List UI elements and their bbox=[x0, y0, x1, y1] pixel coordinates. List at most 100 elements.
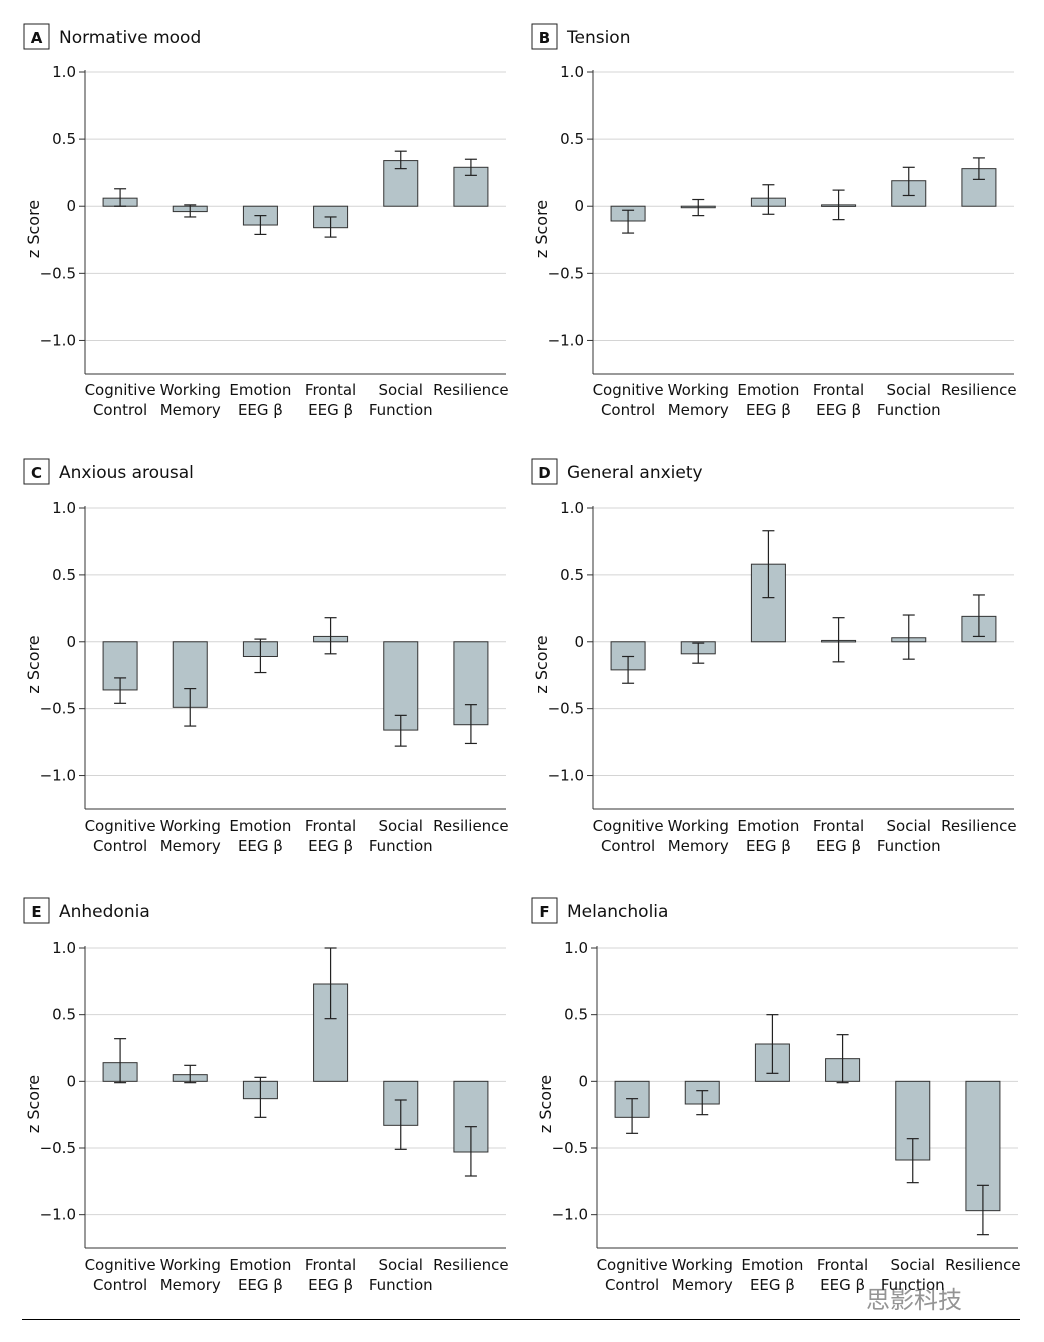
x-tick-label: Control bbox=[605, 1276, 659, 1294]
y-tick-label: −1.0 bbox=[548, 767, 584, 785]
x-tick-label: Social bbox=[887, 817, 931, 835]
chart-panel-c: C Anxious arousal 1.0 0.5 0 −0.5 −1.0 z Score Co… bbox=[23, 458, 509, 855]
x-tick-label: Cognitive bbox=[593, 381, 664, 399]
x-tick-label: Working bbox=[160, 817, 221, 835]
panel-letter-box bbox=[531, 897, 558, 924]
x-tick-label: Social bbox=[379, 381, 423, 399]
y-axis-label: z Score bbox=[24, 200, 43, 258]
y-axis-label: z Score bbox=[24, 635, 43, 693]
x-tick-label: Memory bbox=[160, 837, 221, 855]
x-tick-label: Cognitive bbox=[85, 381, 156, 399]
x-tick-label: Resilience bbox=[433, 381, 509, 399]
x-tick-label: EEG β bbox=[750, 1276, 795, 1294]
y-tick-label: −0.5 bbox=[552, 1139, 588, 1157]
y-tick-label: −0.5 bbox=[40, 700, 76, 718]
x-tick-label: Function bbox=[369, 401, 433, 419]
x-tick-label: Function bbox=[369, 1276, 433, 1294]
x-tick-label: Frontal bbox=[305, 381, 356, 399]
panel-letter: D bbox=[531, 458, 558, 485]
x-tick-label: Emotion bbox=[741, 1256, 803, 1274]
y-tick-label: 0 bbox=[66, 633, 76, 651]
panel-letter: E bbox=[23, 897, 50, 924]
x-tick-label: Working bbox=[668, 817, 729, 835]
chart-panel-a: A Normative mood 1.0 0.5 0 −0.5 −1.0 z Score Cog… bbox=[23, 23, 509, 419]
x-tick-label: Memory bbox=[668, 401, 729, 419]
panel-letter: C bbox=[23, 458, 50, 485]
x-tick-label: Cognitive bbox=[85, 817, 156, 835]
y-tick-label: −0.5 bbox=[548, 700, 584, 718]
panel-title: Anhedonia bbox=[59, 902, 150, 922]
y-tick-label: 1.0 bbox=[52, 499, 76, 517]
y-axis-label: z Score bbox=[532, 635, 551, 693]
bar bbox=[313, 983, 349, 1082]
panel-letter-text: E bbox=[31, 903, 41, 921]
panel-letter-text: D bbox=[538, 464, 550, 482]
x-tick-label: Resilience bbox=[941, 817, 1017, 835]
y-tick-label: 0 bbox=[578, 1072, 588, 1090]
y-tick-label: −1.0 bbox=[40, 767, 76, 785]
x-tick-label: Social bbox=[379, 817, 423, 835]
y-tick-label: 1.0 bbox=[560, 63, 584, 81]
x-tick-label: Emotion bbox=[737, 817, 799, 835]
x-tick-label: Memory bbox=[668, 837, 729, 855]
x-tick-label: Emotion bbox=[737, 381, 799, 399]
x-tick-label: Working bbox=[160, 381, 221, 399]
x-tick-label: Frontal bbox=[305, 817, 356, 835]
y-tick-label: −1.0 bbox=[552, 1206, 588, 1224]
x-tick-label: EEG β bbox=[816, 401, 861, 419]
panel-letter-box bbox=[23, 897, 50, 924]
panel-title: Normative mood bbox=[59, 28, 201, 48]
panel-letter-box bbox=[531, 23, 558, 50]
chart-panel-e: E Anhedonia 1.0 0.5 0 −0.5 −1.0 z Score Cognitiv… bbox=[23, 897, 509, 1294]
x-tick-label: Working bbox=[668, 381, 729, 399]
y-tick-label: 0.5 bbox=[560, 566, 584, 584]
y-axis-label: z Score bbox=[536, 1075, 555, 1133]
x-tick-label: Control bbox=[93, 837, 147, 855]
panel-letter-box bbox=[23, 23, 50, 50]
x-tick-label: EEG β bbox=[820, 1276, 865, 1294]
x-tick-label: Social bbox=[887, 381, 931, 399]
panel-letter-text: A bbox=[31, 29, 43, 47]
x-tick-label: EEG β bbox=[238, 1276, 283, 1294]
bottom-rule bbox=[22, 1319, 1020, 1320]
x-tick-label: Resilience bbox=[941, 381, 1017, 399]
x-tick-label: Control bbox=[601, 401, 655, 419]
y-tick-label: 0.5 bbox=[52, 566, 76, 584]
y-tick-label: 1.0 bbox=[52, 939, 76, 957]
x-tick-label: Control bbox=[93, 1276, 147, 1294]
y-tick-label: −0.5 bbox=[40, 1139, 76, 1157]
y-tick-label: 1.0 bbox=[564, 939, 588, 957]
x-tick-label: Memory bbox=[160, 1276, 221, 1294]
panel-title: General anxiety bbox=[567, 463, 703, 483]
panel-title: Melancholia bbox=[567, 902, 668, 922]
y-tick-label: 0 bbox=[66, 197, 76, 215]
y-tick-label: 0 bbox=[66, 1072, 76, 1090]
x-tick-label: Resilience bbox=[945, 1256, 1021, 1274]
y-tick-label: 1.0 bbox=[560, 499, 584, 517]
y-tick-label: 0 bbox=[574, 197, 584, 215]
y-tick-label: 0.5 bbox=[560, 130, 584, 148]
x-tick-label: EEG β bbox=[816, 837, 861, 855]
x-tick-label: Function bbox=[877, 837, 941, 855]
panel-letter: A bbox=[23, 23, 50, 50]
chart-panel-d: D General anxiety 1.0 0.5 0 −0.5 −1.0 z Score Co… bbox=[531, 458, 1017, 855]
x-tick-label: EEG β bbox=[308, 1276, 353, 1294]
x-tick-label: EEG β bbox=[308, 401, 353, 419]
panel-letter: F bbox=[531, 897, 558, 924]
y-axis-label: z Score bbox=[24, 1075, 43, 1133]
x-tick-label: Working bbox=[672, 1256, 733, 1274]
x-tick-label: Frontal bbox=[813, 381, 864, 399]
x-tick-label: Social bbox=[891, 1256, 935, 1274]
y-tick-label: −1.0 bbox=[40, 1206, 76, 1224]
panel-letter-text: B bbox=[539, 29, 550, 47]
x-tick-label: Emotion bbox=[229, 817, 291, 835]
panel-letter-text: F bbox=[539, 903, 549, 921]
watermark: 思影科技 bbox=[866, 1286, 962, 1314]
y-tick-label: −0.5 bbox=[40, 264, 76, 282]
x-tick-label: Control bbox=[93, 401, 147, 419]
x-tick-label: Cognitive bbox=[597, 1256, 668, 1274]
x-tick-label: Cognitive bbox=[85, 1256, 156, 1274]
x-tick-label: EEG β bbox=[746, 401, 791, 419]
y-tick-label: −1.0 bbox=[548, 331, 584, 349]
